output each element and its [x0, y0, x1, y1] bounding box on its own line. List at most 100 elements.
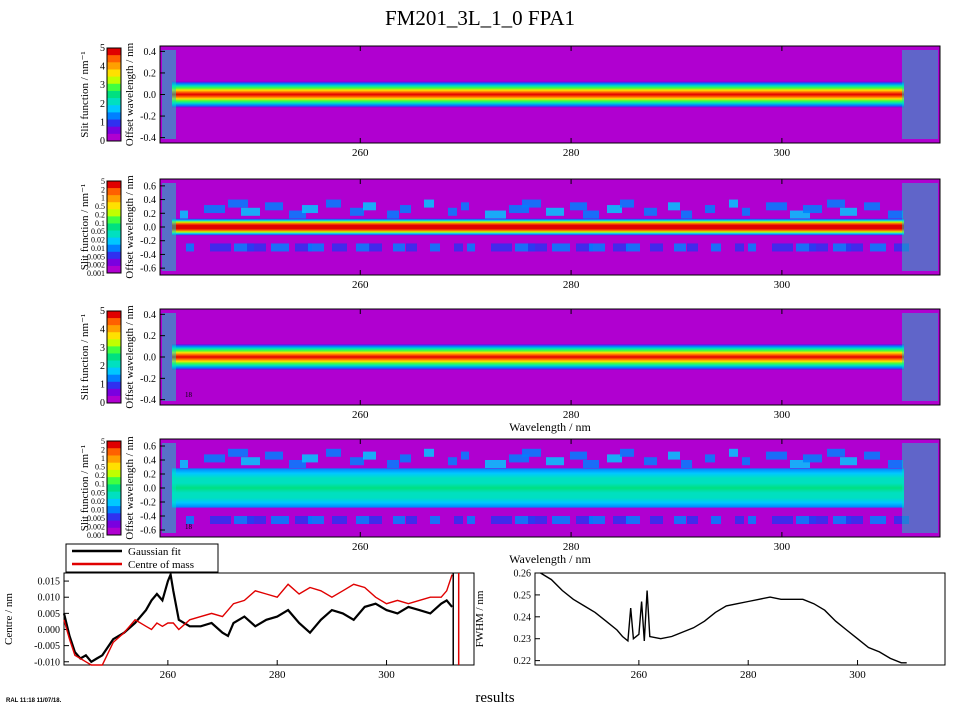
colorbar-swatch — [107, 244, 121, 253]
colorbar-swatch — [107, 395, 121, 404]
y-tick-label: 0.23 — [514, 634, 532, 645]
wing-block — [833, 516, 851, 524]
wing-block — [607, 205, 622, 214]
colorbar-swatch — [107, 230, 121, 239]
wing-block — [387, 210, 399, 219]
y-tick-label: -0.6 — [140, 526, 156, 537]
series-line — [62, 570, 453, 664]
wing-block — [735, 516, 744, 524]
colorbar-frame — [106, 440, 122, 536]
colorbar-tick-label: 0.2 — [95, 471, 105, 480]
wing-block — [729, 448, 738, 457]
wing-block — [846, 516, 863, 524]
y-tick-label: 0.4 — [144, 310, 157, 321]
wing-block — [796, 516, 816, 524]
wing-block — [509, 454, 529, 463]
y-axis-title: Centre / nm — [3, 593, 15, 645]
wing-block — [326, 448, 341, 457]
wing-block — [424, 199, 434, 208]
colorbar-swatch — [107, 83, 121, 92]
colorbar-swatch — [107, 195, 121, 203]
colorbar-swatch — [107, 491, 121, 500]
colorbar-swatch — [107, 318, 121, 326]
wing-block — [650, 243, 663, 252]
wing-block — [644, 457, 657, 466]
wing-block — [772, 243, 793, 252]
colorbar-swatch — [107, 216, 121, 224]
legend — [65, 543, 219, 573]
wing-block — [570, 202, 587, 211]
y-tick-label: 0.010 — [38, 593, 61, 604]
wing-block — [302, 205, 318, 214]
colorbar-swatch — [107, 506, 121, 514]
colorbar-tick-label: 1 — [101, 454, 105, 463]
wing-block — [644, 207, 657, 216]
colorbar-swatch — [107, 265, 121, 274]
wing-block — [687, 516, 698, 524]
colorbar-tick-label: 0.01 — [91, 505, 105, 514]
wing-block — [332, 243, 347, 252]
y-tick-label: -0.4 — [140, 133, 156, 144]
colorbar-swatch — [107, 455, 121, 464]
wing-block — [241, 207, 260, 216]
wing-block — [369, 243, 382, 252]
legend-label-gaussian: Gaussian fit — [128, 546, 181, 558]
wing-block — [350, 457, 364, 466]
x-tick-label: 260 — [631, 669, 648, 681]
wing-block — [705, 454, 715, 463]
wing-block — [583, 210, 599, 219]
slit-band — [172, 468, 904, 508]
wing-block — [742, 207, 750, 216]
colorbar-tick-label: 0 — [100, 398, 105, 409]
wing-block — [485, 460, 506, 468]
x-tick-label: 280 — [740, 669, 757, 681]
wing-block — [509, 205, 529, 214]
wing-block — [735, 243, 744, 252]
wing-block — [400, 454, 411, 463]
colorbar-tick-label: 2 — [100, 361, 105, 372]
colorbar-tick-label: 0.001 — [87, 269, 105, 278]
colorbar-tick-label: 0.02 — [91, 236, 105, 245]
colorbar-swatch — [107, 374, 121, 383]
wing-block — [607, 454, 622, 463]
colorbar-swatch — [107, 90, 121, 99]
y-tick-label: 0.2 — [144, 470, 157, 481]
heatmap-4 — [106, 438, 941, 538]
wing-block — [668, 202, 680, 211]
wing-block — [326, 199, 341, 208]
wing-block — [356, 243, 370, 252]
x-tick-label: 300 — [774, 409, 791, 421]
wing-block — [485, 210, 506, 219]
wing-block — [448, 457, 457, 466]
y-tick-label: 0.005 — [38, 609, 61, 620]
wing-block — [681, 460, 692, 468]
x-tick-label: 260 — [352, 409, 369, 421]
colorbar-swatch — [107, 441, 121, 449]
wing-block — [180, 460, 188, 468]
wing-block — [180, 210, 188, 219]
wing-block — [515, 243, 535, 252]
y-tick-label: -0.2 — [140, 498, 156, 509]
colorbar-tick-label: 4 — [100, 324, 105, 335]
colorbar-swatch — [107, 105, 121, 113]
wing-block — [247, 243, 266, 252]
colorbar-title: Slit function / nm⁻¹ — [79, 314, 91, 400]
colorbar-tick-label: 3 — [100, 80, 105, 91]
colorbar-title: Slit function / nm⁻¹ — [79, 445, 91, 531]
panel-annotation: 18 — [185, 391, 193, 399]
wing-block — [363, 451, 376, 460]
colorbar-swatch — [107, 381, 121, 390]
wing-block — [870, 243, 886, 252]
edge-artifact — [902, 443, 938, 533]
colorbar-swatch — [107, 484, 121, 493]
wing-block — [234, 516, 254, 524]
wing-block — [803, 454, 822, 463]
y-tick-label: -0.2 — [140, 236, 156, 247]
wing-block — [467, 243, 475, 252]
colorbar-swatch — [107, 181, 121, 189]
wing-block — [522, 199, 541, 208]
x-tick-label: 280 — [563, 279, 580, 291]
colorbar-tick-label: 0.2 — [95, 210, 105, 219]
wing-block — [454, 243, 463, 252]
wing-block — [576, 243, 593, 252]
